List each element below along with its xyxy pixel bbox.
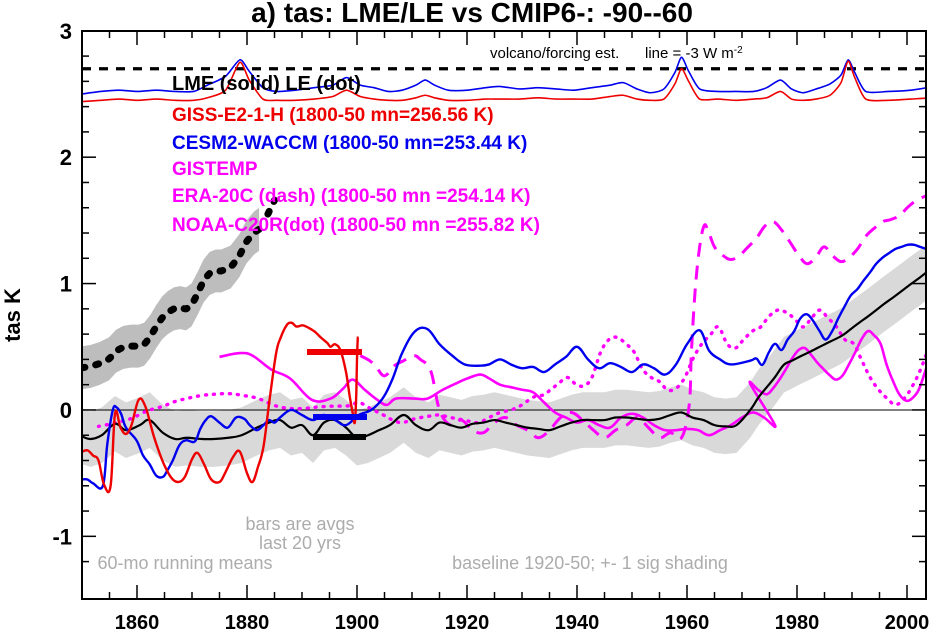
svg-text:tas K: tas K xyxy=(0,288,25,342)
svg-text:1: 1 xyxy=(60,272,72,297)
svg-text:1860: 1860 xyxy=(115,612,160,634)
svg-text:last 20 yrs: last 20 yrs xyxy=(259,533,341,553)
svg-text:3: 3 xyxy=(60,19,72,44)
svg-text:1900: 1900 xyxy=(335,612,380,634)
svg-text:LME (solid) LE (dot): LME (solid) LE (dot) xyxy=(172,73,361,95)
svg-text:1920: 1920 xyxy=(445,612,490,634)
svg-text:ERA-20C (dash) (1800-50 mn =25: ERA-20C (dash) (1800-50 mn =254.14 K) xyxy=(172,186,531,207)
svg-text:1960: 1960 xyxy=(665,612,710,634)
svg-text:line = -3 W m-2: line = -3 W m-2 xyxy=(645,45,743,63)
svg-text:2: 2 xyxy=(60,145,72,170)
svg-text:2000: 2000 xyxy=(885,612,930,634)
svg-text:GISTEMP: GISTEMP xyxy=(172,159,258,180)
svg-text:a) tas: LME/LE vs CMIP6-: -90-: a) tas: LME/LE vs CMIP6-: -90--60 xyxy=(251,0,693,28)
svg-text:1880: 1880 xyxy=(225,612,270,634)
svg-text:-1: -1 xyxy=(52,524,72,549)
svg-text:0: 0 xyxy=(60,398,72,423)
svg-text:bars are avgs: bars are avgs xyxy=(245,514,354,534)
svg-text:1940: 1940 xyxy=(555,612,600,634)
svg-text:GISS-E2-1-H (1800-50 mn=256.56: GISS-E2-1-H (1800-50 mn=256.56 K) xyxy=(172,105,494,126)
svg-text:baseline 1920-50; +- 1 sig sha: baseline 1920-50; +- 1 sig shading xyxy=(452,553,728,573)
svg-text:60-mo running means: 60-mo running means xyxy=(97,553,272,573)
svg-text:CESM2-WACCM (1800-50 mn=253.44: CESM2-WACCM (1800-50 mn=253.44 K) xyxy=(172,133,527,154)
svg-text:NOAA-C20R(dot) (1800-50 mn =25: NOAA-C20R(dot) (1800-50 mn =255.82 K) xyxy=(172,215,540,236)
svg-text:1980: 1980 xyxy=(775,612,820,634)
svg-text:volcano/forcing est.: volcano/forcing est. xyxy=(490,45,619,62)
